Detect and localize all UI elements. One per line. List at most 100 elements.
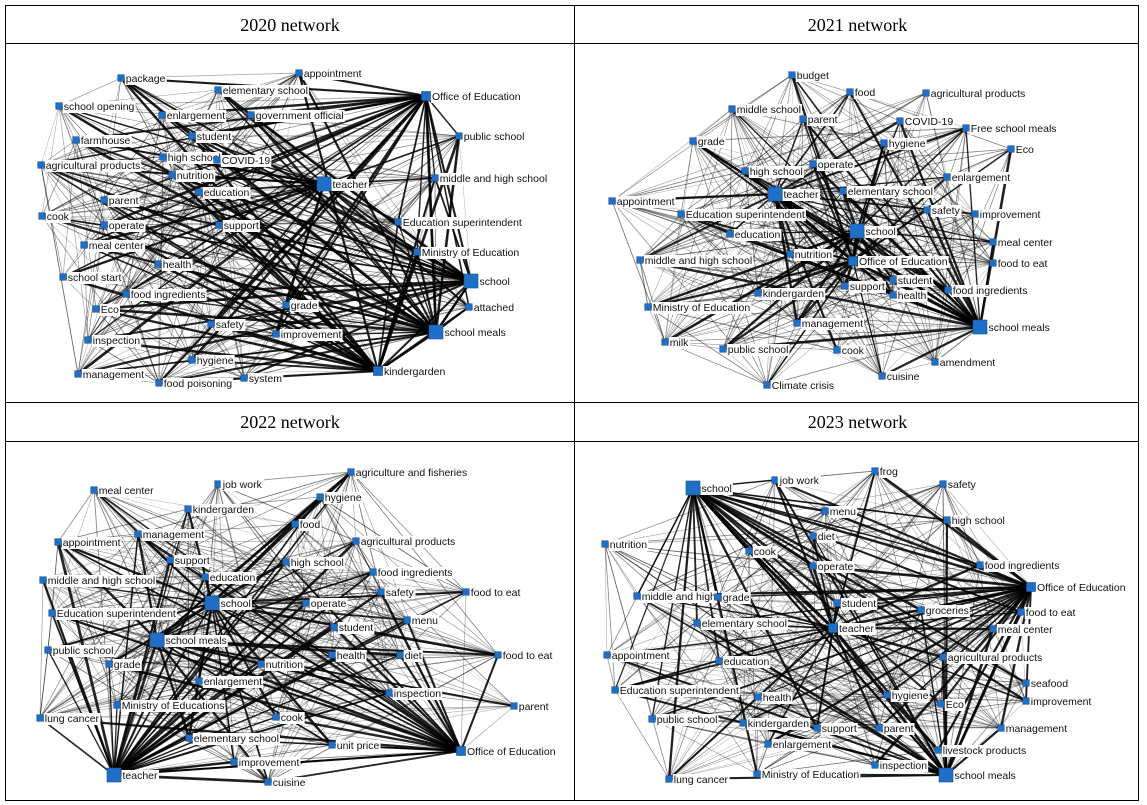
node-meal-center: meal center [80, 240, 146, 252]
node-marker [215, 221, 223, 229]
edge [460, 591, 467, 752]
edge [647, 91, 851, 308]
node-marker [463, 273, 479, 289]
node-food: food [846, 87, 877, 99]
edge-strong [113, 704, 118, 776]
label-background [941, 745, 1028, 757]
edge-strong [113, 561, 287, 776]
edge [103, 114, 163, 201]
node-marker [689, 137, 697, 145]
label-background [309, 598, 348, 610]
edge-strong [275, 715, 462, 753]
node-marker [745, 547, 753, 555]
edge [934, 326, 981, 363]
edge [93, 489, 335, 628]
label-background [896, 290, 928, 302]
node-label: Ministry of Education [422, 247, 520, 259]
edge [158, 304, 287, 384]
label-background [214, 319, 246, 331]
node-support: support [813, 723, 858, 735]
edge [742, 510, 826, 724]
node-label: agricultural products [46, 160, 141, 172]
node-food-poisoning: food poisoning [155, 378, 234, 390]
label-background [733, 229, 782, 241]
node-marker [204, 595, 220, 611]
node-marker [264, 778, 272, 786]
node-marker [648, 715, 656, 723]
edge [744, 74, 793, 172]
node-safety: safety [207, 319, 246, 331]
node-marker [185, 734, 193, 742]
edge [211, 602, 401, 656]
node-marker [214, 480, 222, 488]
node-elementary-school: elementary school [185, 733, 280, 745]
node-food-ingredients: food ingredients [976, 560, 1061, 572]
label-background [771, 739, 833, 751]
edge [766, 326, 981, 386]
panel-title-2021: 2021 network [807, 15, 908, 35]
node-label: teacher [784, 189, 820, 201]
node-food: food [291, 519, 322, 531]
node-label: cook [281, 712, 304, 724]
edge [651, 510, 826, 720]
node-label: Office of Education [859, 256, 948, 268]
edge [812, 483, 944, 567]
edge-strong [323, 183, 437, 333]
edge [883, 142, 994, 243]
node-marker [510, 702, 518, 710]
panel-title-2020: 2020 network [240, 15, 340, 35]
edge [812, 483, 944, 537]
label-background [331, 179, 370, 191]
node-marker [282, 301, 290, 309]
node-label: enlargement [952, 172, 1010, 184]
node-label: parent [109, 195, 139, 207]
label-background [254, 110, 345, 122]
edge-strong [77, 331, 437, 375]
label-background [840, 598, 878, 610]
edge [934, 148, 1012, 363]
node-school-meals: school meals [972, 319, 1051, 335]
label-background [864, 226, 897, 238]
node-marker [923, 206, 931, 214]
label-background [878, 760, 929, 772]
label-background [462, 131, 526, 143]
node-label: safety [948, 479, 977, 491]
node-elementary-school: elementary school [839, 186, 934, 198]
node-marker [48, 609, 56, 617]
label-background [820, 723, 858, 735]
node-marker [601, 540, 609, 548]
edge-strong [748, 550, 947, 776]
label-background [816, 531, 836, 543]
node-marker [247, 111, 255, 119]
label-background [1029, 696, 1093, 708]
label-background [221, 85, 309, 97]
edge [664, 213, 682, 343]
edge [604, 543, 616, 691]
node-label: lung cancer [674, 774, 729, 786]
edge-strong [811, 565, 835, 629]
node-marker [195, 188, 203, 196]
edge [75, 139, 160, 384]
node-management: management [74, 369, 146, 381]
edge [812, 510, 826, 537]
edge-strong [774, 126, 967, 196]
edge [460, 705, 515, 752]
edge [614, 689, 670, 780]
node-amendment: amendment [931, 357, 997, 369]
node-marker [821, 507, 829, 515]
label-background [640, 591, 718, 603]
edge [58, 105, 127, 295]
edge [108, 663, 118, 706]
node-parent: parent [875, 723, 915, 735]
node-marker [608, 197, 616, 205]
node-school-meals: school meals [428, 324, 507, 340]
edge [748, 479, 776, 552]
edge [47, 591, 467, 651]
node-marker [155, 379, 163, 387]
label-background [887, 138, 927, 150]
edge [211, 571, 374, 604]
edge [886, 609, 922, 696]
label-background [298, 519, 322, 531]
edge [157, 95, 427, 265]
node-label: Office of Education [467, 746, 556, 758]
